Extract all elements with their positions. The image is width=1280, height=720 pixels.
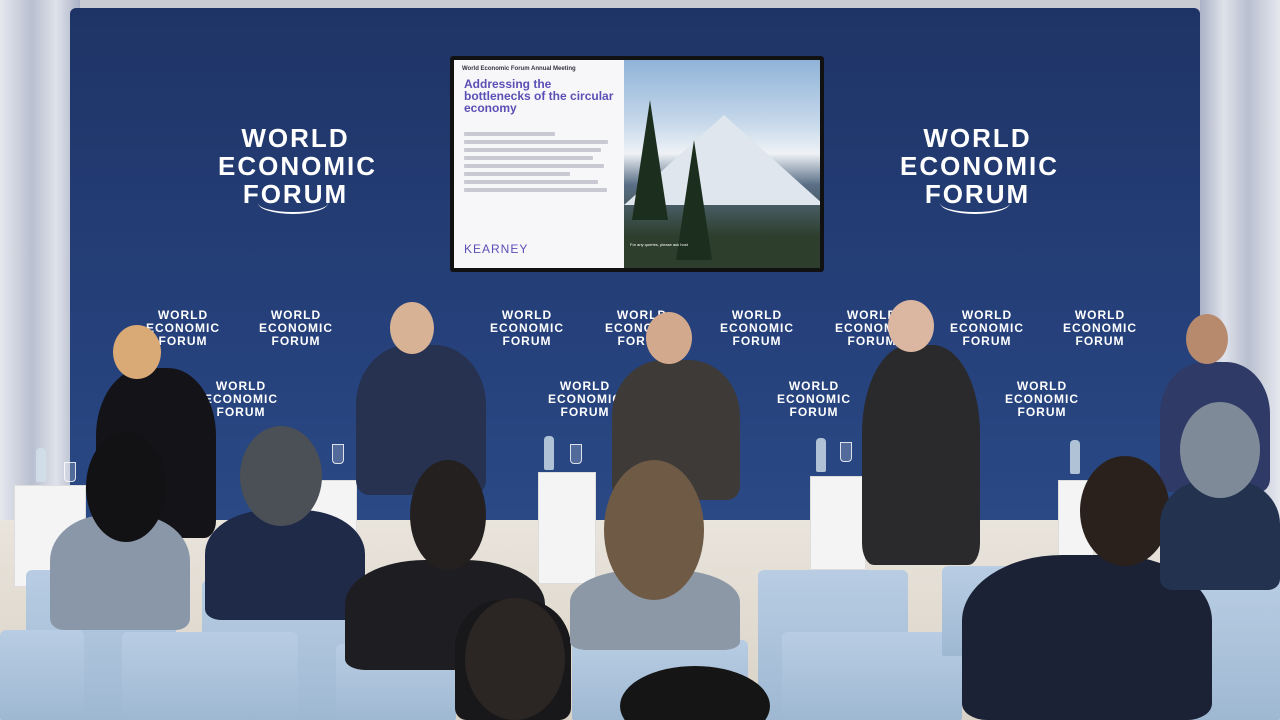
side-table xyxy=(810,476,866,570)
side-table xyxy=(538,472,596,584)
water-bottle xyxy=(36,448,46,482)
audience-chair xyxy=(1200,576,1280,720)
wef-logo-small: WORLD ECONOMIC FORUM xyxy=(259,308,333,348)
audience-chair xyxy=(122,632,298,720)
wef-logo-small: WORLD ECONOMIC FORUM xyxy=(146,308,220,348)
wef-logo-small: WORLD ECONOMIC FORUM xyxy=(950,308,1024,348)
slide-kicker: World Economic Forum Annual Meeting xyxy=(462,66,576,72)
audience-chair xyxy=(782,632,962,720)
logo-line: WORLD xyxy=(241,123,350,153)
slide-speaker-list xyxy=(464,128,616,196)
slide: World Economic Forum Annual Meeting Addr… xyxy=(454,60,820,268)
wef-logo-small: WORLD ECONOMIC FORUM xyxy=(1005,379,1079,419)
slide-title: Addressing the bottlenecks of the circul… xyxy=(464,77,614,115)
wef-logo-small: WORLD ECONOMIC FORUM xyxy=(1063,308,1137,348)
water-glass xyxy=(332,444,344,464)
water-glass xyxy=(570,444,582,464)
logo-swoosh-icon xyxy=(258,192,328,214)
presentation-screen: World Economic Forum Annual Meeting Addr… xyxy=(450,56,824,272)
tree-image xyxy=(676,140,712,260)
water-bottle xyxy=(816,438,826,472)
wef-logo-small: WORLD ECONOMIC FORUM xyxy=(490,308,564,348)
wef-logo-large-right: WORLD ECONOMIC FORUM xyxy=(900,123,1059,214)
logo-line: ECONOMIC xyxy=(218,151,377,181)
wef-logo-small: WORLD ECONOMIC FORUM xyxy=(777,379,851,419)
slide-brand: KEARNEY xyxy=(464,242,529,256)
wef-logo-small: WORLD ECONOMIC FORUM xyxy=(204,379,278,419)
water-glass xyxy=(64,462,76,482)
wef-logo-large-left: WORLD ECONOMIC FORUM xyxy=(218,123,377,214)
slide-note: For any queries, please ask host xyxy=(630,242,688,247)
tree-image xyxy=(632,100,668,220)
water-glass xyxy=(840,442,852,462)
water-bottle xyxy=(544,436,554,470)
logo-line: WORLD xyxy=(923,123,1032,153)
wef-logo-small: WORLD ECONOMIC FORUM xyxy=(720,308,794,348)
logo-line: ECONOMIC xyxy=(900,151,1059,181)
wef-logo-small: WORLD ECONOMIC FORUM xyxy=(548,379,622,419)
logo-swoosh-icon xyxy=(940,192,1010,214)
audience-chair xyxy=(0,630,84,720)
water-bottle xyxy=(1070,440,1080,474)
